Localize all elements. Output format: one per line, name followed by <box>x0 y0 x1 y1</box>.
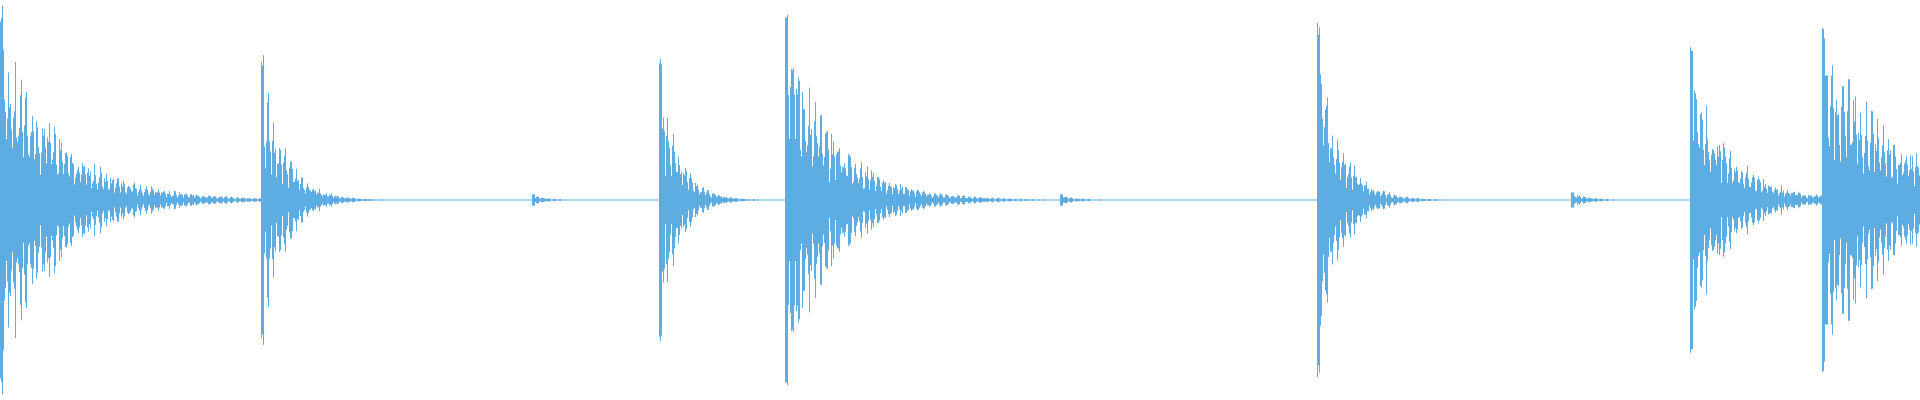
waveform-burst <box>532 194 566 206</box>
waveform-burst <box>785 15 1044 385</box>
waveform-burst <box>1060 194 1100 206</box>
waveform-burst <box>1822 28 1920 372</box>
waveform-burst <box>261 55 384 345</box>
waveform-burst <box>1317 22 1442 378</box>
waveform-burst <box>1571 192 1614 208</box>
waveform-burst <box>659 59 759 341</box>
